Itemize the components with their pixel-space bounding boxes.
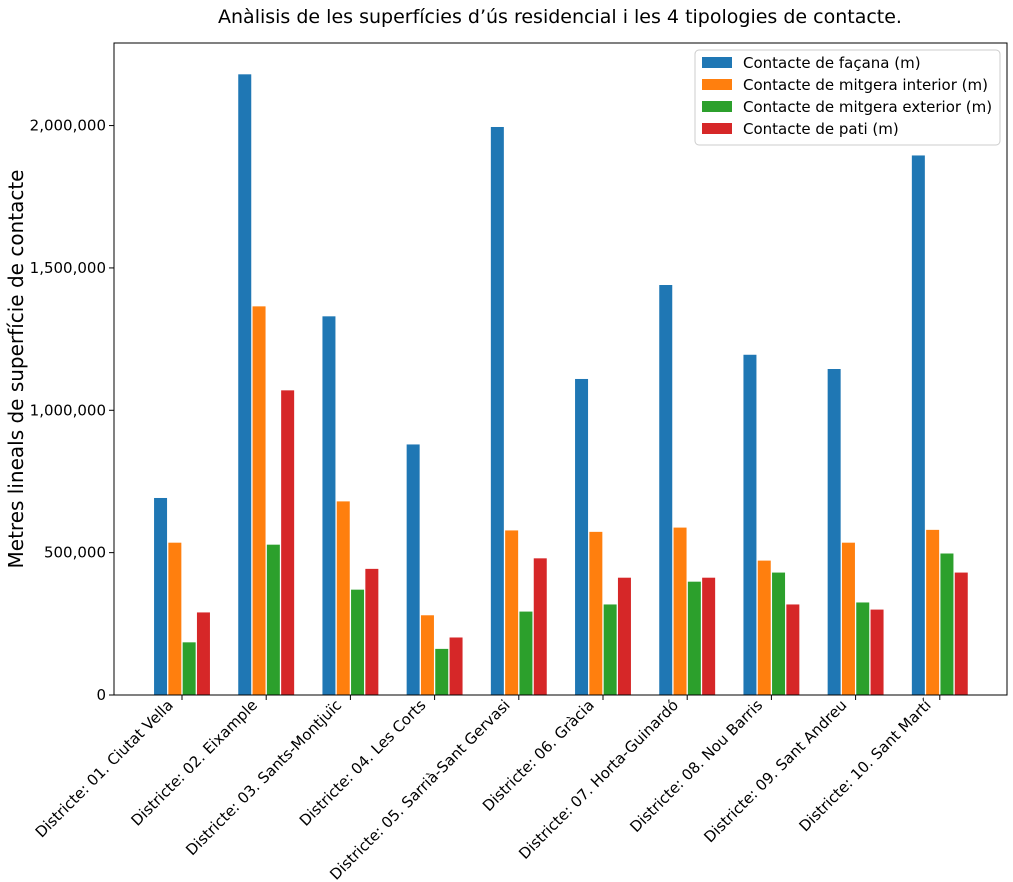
y-axis-label: Metres lineals de superfície de contacte (4, 170, 28, 569)
legend-label-2: Contacte de mitgera interior (m) (743, 76, 988, 94)
legend-label-4: Contacte de pati (m) (743, 120, 899, 138)
bar-6-series-3 (603, 604, 617, 695)
bar-4-series-1 (406, 444, 420, 695)
bar-2-series-4 (281, 390, 295, 695)
chart-title: Anàlisis de les superfícies d’ús residen… (218, 6, 902, 28)
legend: Contacte de façana (m) Contacte de mitger… (694, 49, 1001, 146)
bar-3-series-1 (322, 316, 336, 695)
x-tick-label: Districte: 09. Sant Andreu (700, 696, 850, 846)
x-tick-label: Districte: 01. Ciutat Vella (32, 696, 177, 841)
bar-3-series-4 (365, 568, 379, 695)
y-axis: 0 500,000 1,000,000 1,500,000 2,000,000 (30, 117, 114, 704)
bar-10-series-2 (926, 529, 940, 695)
bar-1-series-2 (168, 542, 182, 695)
bar-2-series-2 (252, 306, 266, 695)
bar-8-series-2 (757, 560, 771, 695)
y-tick-label: 0 (96, 686, 106, 704)
bar-6-series-2 (589, 531, 603, 695)
bar-2-series-3 (266, 544, 280, 695)
bar-1-series-3 (182, 642, 196, 695)
legend-label-1: Contacte de façana (m) (743, 54, 921, 72)
bar-4-series-2 (420, 615, 434, 695)
legend-swatch-3 (702, 101, 732, 112)
bar-5-series-1 (490, 126, 504, 696)
bar-10-series-3 (940, 553, 954, 695)
legend-swatch-1 (702, 57, 732, 68)
bar-4-series-3 (435, 648, 449, 695)
bar-6-series-1 (575, 378, 589, 695)
bar-3-series-2 (336, 501, 350, 695)
bar-6-series-4 (617, 577, 631, 695)
bar-1-series-1 (154, 497, 168, 695)
y-tick-label: 500,000 (44, 544, 106, 562)
bar-8-series-1 (743, 354, 757, 695)
bar-8-series-4 (786, 604, 800, 695)
x-tick-label: Districte: 03. Sants-Montjuïc (182, 696, 345, 859)
bar-5-series-2 (505, 530, 519, 695)
bar-4-series-4 (449, 637, 463, 695)
bar-9-series-1 (827, 369, 841, 695)
legend-label-3: Contacte de mitgera exterior (m) (743, 98, 992, 116)
bar-8-series-3 (772, 572, 786, 695)
plot-frame (113, 42, 1008, 696)
legend-swatch-4 (702, 123, 732, 134)
bar-7-series-4 (702, 577, 716, 695)
y-tick-label: 2,000,000 (30, 117, 106, 135)
x-tick-label: Districte: 07. Horta-Guinardó (515, 696, 682, 863)
bar-3-series-3 (351, 589, 365, 695)
bars-layer (154, 74, 968, 696)
bar-5-series-4 (533, 558, 547, 695)
bar-9-series-3 (856, 602, 870, 695)
y-tick-label: 1,500,000 (30, 259, 106, 277)
bar-10-series-4 (954, 572, 968, 695)
bar-9-series-2 (841, 542, 855, 695)
bar-5-series-3 (519, 611, 533, 695)
bar-10-series-1 (911, 155, 925, 695)
bar-1-series-4 (196, 612, 210, 695)
x-tick-label: Districte: 05. Sarrià-Sant Gervasi (326, 696, 513, 882)
bar-7-series-3 (687, 581, 701, 695)
bar-2-series-1 (238, 74, 252, 695)
bar-7-series-2 (673, 527, 687, 695)
legend-frame (694, 49, 1001, 146)
y-tick-label: 1,000,000 (30, 401, 106, 419)
bar-9-series-4 (870, 609, 884, 695)
legend-swatch-2 (702, 79, 732, 90)
bar-7-series-1 (659, 285, 673, 695)
